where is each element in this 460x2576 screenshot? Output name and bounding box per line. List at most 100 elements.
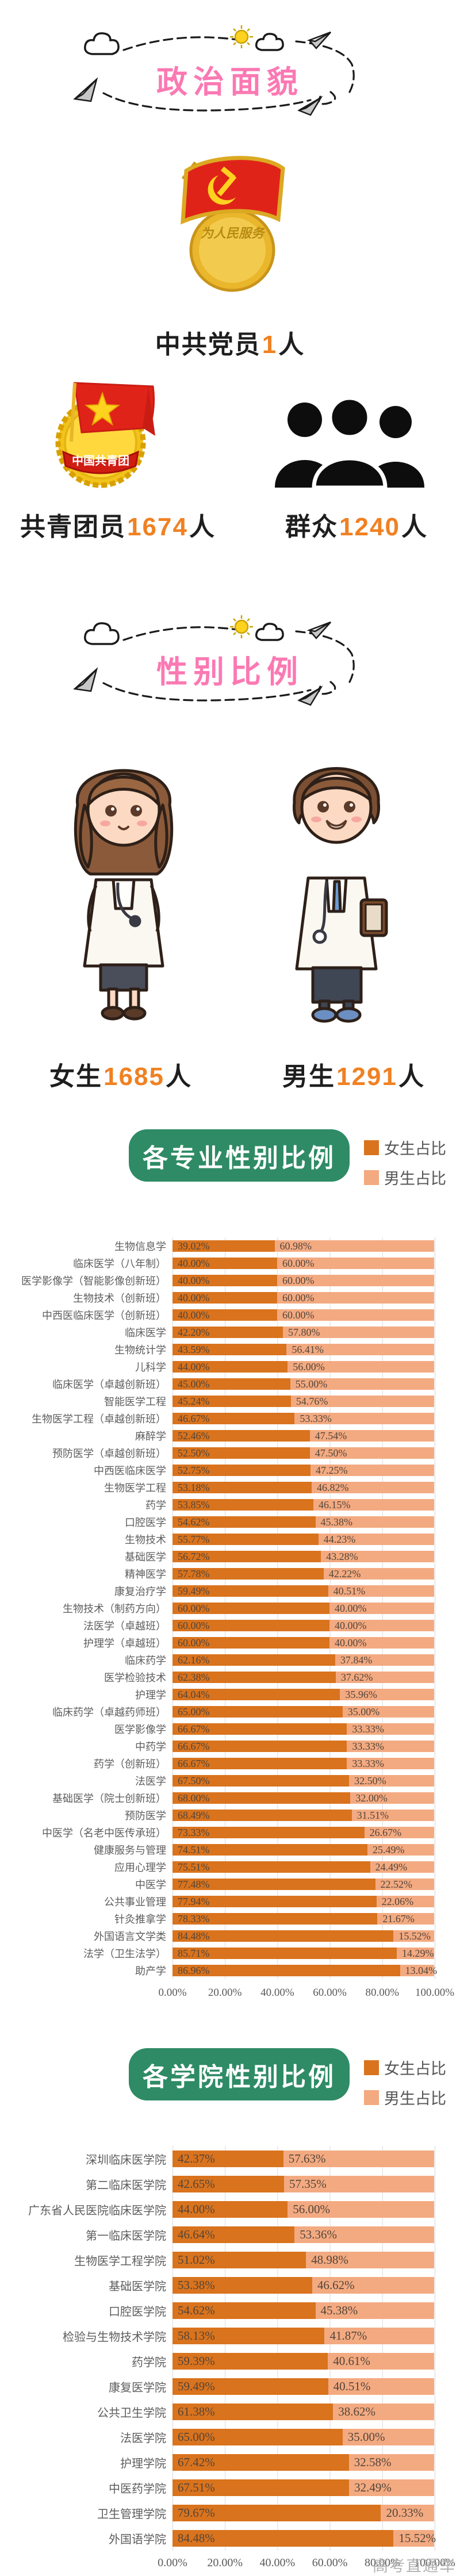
category-label: 基础医学（院士创新班） xyxy=(52,1793,166,1804)
category-label: 法医学（卓越班） xyxy=(83,1620,166,1632)
chart-row: 健康服务与管理 74.51% 25.49% xyxy=(0,1841,460,1858)
male-bar-segment: 32.00% xyxy=(350,1792,434,1804)
female-bar-segment: 65.00% xyxy=(172,1706,343,1718)
chart-row: 儿科学 44.00% 56.00% xyxy=(0,1358,460,1375)
stat-suffix: 人 xyxy=(165,1063,192,1091)
category-label: 预防医学 xyxy=(125,1810,166,1822)
axis-tick-label: 0.00% xyxy=(158,1987,187,1999)
category-label: 针灸推拿学 xyxy=(114,1914,166,1925)
male-bar-segment: 22.52% xyxy=(375,1879,434,1890)
category-label: 中西医临床医学（创新班） xyxy=(42,1310,166,1321)
stat-suffix: 人 xyxy=(401,513,428,541)
axis-tick-label: 100.00% xyxy=(414,2556,455,2569)
paper-plane-icon xyxy=(297,685,323,706)
chart-row: 深圳临床医学院 42.37% 57.63% xyxy=(0,2146,460,2171)
female-bar-segment: 59.49% xyxy=(172,1585,328,1597)
paper-plane-icon xyxy=(73,77,98,102)
male-bar-segment: 40.00% xyxy=(329,1603,434,1614)
doodle-decoration xyxy=(73,25,355,116)
male-bar-segment: 45.38% xyxy=(315,1516,434,1528)
chart-row: 医学检验技术 62.38% 37.62% xyxy=(0,1669,460,1686)
chart-x-axis: 0.00% 20.00% 40.00% 60.00% 80.00% 100.00% xyxy=(158,1987,454,2004)
chart-row: 针灸推拿学 78.33% 21.67% xyxy=(0,1910,460,1927)
female-doctor-illustration xyxy=(74,769,174,1021)
male-bar-segment: 60.00% xyxy=(277,1292,434,1304)
male-bar-segment: 25.49% xyxy=(367,1844,434,1856)
male-bar-segment: 47.25% xyxy=(310,1465,434,1476)
category-label: 中西医临床医学 xyxy=(94,1465,166,1477)
male-bar-segment: 57.63% xyxy=(283,2150,434,2167)
female-bar-segment: 57.78% xyxy=(172,1568,324,1580)
female-bar-segment: 52.75% xyxy=(172,1465,310,1476)
party-badge-engraving: 为人民服务 xyxy=(201,226,266,240)
male-bar-segment: 60.00% xyxy=(277,1275,434,1286)
chart-row: 临床医学（卓越创新班） 45.00% 55.00% xyxy=(0,1375,460,1393)
male-bar-segment: 37.84% xyxy=(335,1654,434,1666)
female-bar-segment: 51.02% xyxy=(172,2251,306,2268)
category-label: 口腔医学院 xyxy=(109,2305,166,2318)
section-title-gender: 性别比例 xyxy=(156,655,304,689)
female-bar-segment: 64.04% xyxy=(172,1689,340,1700)
category-label: 生物医学工程学院 xyxy=(74,2255,166,2268)
category-label: 医学检验技术 xyxy=(104,1672,166,1684)
category-label: 医学影像学（智能影像创新班） xyxy=(21,1275,166,1287)
male-bar-segment: 15.52% xyxy=(393,1930,434,1942)
male-bar-segment: 56.00% xyxy=(288,1361,434,1373)
chart-row: 中西医临床医学（创新班） 40.00% 60.00% xyxy=(0,1306,460,1324)
axis-tick-label: 20.00% xyxy=(208,1987,242,1999)
female-bar-segment: 52.46% xyxy=(172,1430,310,1442)
axis-tick-label: 60.00% xyxy=(313,1987,347,1999)
female-bar-segment: 42.20% xyxy=(172,1327,283,1338)
chart-row: 生物技术（创新班） 40.00% 60.00% xyxy=(0,1289,460,1306)
sun-icon xyxy=(230,615,253,638)
chart-rows: 生物信息学 39.02% 60.98% 临床医学（八年制） 40.00% 60.00% 医学… xyxy=(0,1237,460,1979)
legend-label: 女生占比 xyxy=(384,1140,446,1157)
category-label: 法学（卫生法学） xyxy=(83,1948,166,1960)
category-label: 广东省人民医院临床医学院 xyxy=(28,2204,166,2217)
league-member-stat: 共青团员1674人 xyxy=(0,506,236,543)
party-badge-icon: 为人民服务 xyxy=(181,156,285,292)
female-bar-segment: 44.00% xyxy=(172,1361,288,1373)
chart-rows: 深圳临床医学院 42.37% 57.63% 第二临床医学院 42.65% 57.35% 广东… xyxy=(0,2146,460,2551)
female-bar-segment: 40.00% xyxy=(172,1292,277,1304)
category-label: 临床药学 xyxy=(125,1655,166,1666)
male-bar-segment: 21.67% xyxy=(377,1913,434,1925)
chart-row: 生物医学工程（卓越创新班） 46.67% 53.33% xyxy=(0,1410,460,1427)
category-label: 第二临床医学院 xyxy=(86,2179,166,2192)
female-bar-segment: 67.50% xyxy=(172,1775,350,1787)
female-bar-segment: 77.48% xyxy=(172,1879,375,1890)
category-label: 生物技术（制药方向） xyxy=(63,1603,166,1615)
female-bar-segment: 60.00% xyxy=(172,1603,329,1614)
chart-row: 麻醉学 52.46% 47.54% xyxy=(0,1427,460,1444)
male-bar-segment: 42.22% xyxy=(323,1568,434,1580)
chart-row: 生物技术 55.77% 44.23% xyxy=(0,1531,460,1548)
chart-row: 生物信息学 39.02% 60.98% xyxy=(0,1237,460,1255)
cloud-icon xyxy=(255,33,284,51)
stat-label: 男生 xyxy=(282,1063,336,1091)
female-bar-segment: 45.24% xyxy=(172,1396,291,1407)
male-bar-segment: 40.00% xyxy=(329,1637,434,1649)
axis-tick-label: 100.00% xyxy=(415,1987,455,1999)
category-label: 医学影像学 xyxy=(114,1724,166,1735)
category-label: 生物信息学 xyxy=(114,1241,166,1252)
chart-x-axis: 0.00% 20.00% 40.00% 60.00% 80.00% 100.00% xyxy=(158,2556,455,2574)
stat-value: 1240 xyxy=(339,513,400,541)
chart-row: 中医学（名老中医传承班） 73.33% 26.67% xyxy=(0,1824,460,1841)
male-bar-segment: 40.00% xyxy=(329,1620,434,1631)
chart-row: 法医学院 65.00% 35.00% xyxy=(0,2424,460,2450)
female-bar-segment: 55.77% xyxy=(172,1534,319,1545)
category-label: 护理学（卓越班） xyxy=(83,1638,166,1649)
chart-row: 卫生管理学院 79.67% 20.33% xyxy=(0,2500,460,2525)
legend-label: 男生占比 xyxy=(384,2090,446,2107)
female-bar-segment: 40.00% xyxy=(172,1309,277,1321)
category-label: 预防医学（卓越创新班） xyxy=(52,1448,166,1459)
category-label: 基础医学 xyxy=(125,1551,166,1563)
male-bar-segment: 20.33% xyxy=(381,2504,434,2521)
male-bar-segment: 32.58% xyxy=(348,2454,434,2471)
stat-suffix: 人 xyxy=(398,1063,425,1091)
category-label: 生物医学工程 xyxy=(104,1482,166,1494)
male-bar-segment: 37.62% xyxy=(335,1672,434,1683)
male-bar-segment: 60.00% xyxy=(277,1309,434,1321)
male-bar-segment: 26.67% xyxy=(364,1827,434,1838)
legend-item-female: 女生占比 xyxy=(364,2056,460,2079)
